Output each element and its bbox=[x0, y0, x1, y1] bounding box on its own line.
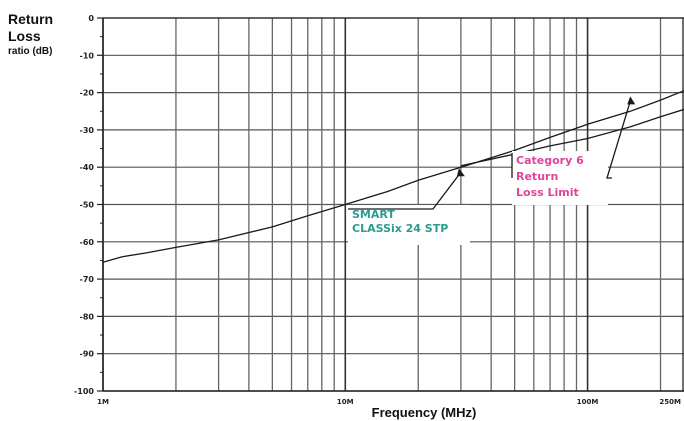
annotation-label: Category 6 bbox=[516, 154, 584, 167]
y-tick-label: -80 bbox=[80, 312, 95, 321]
y-tick-label: -100 bbox=[74, 387, 94, 396]
annotation-bg bbox=[512, 151, 608, 205]
annotation-label: SMART bbox=[352, 208, 395, 221]
annotation-label: CLASSix 24 STP bbox=[352, 222, 448, 235]
x-tick-label: 10M bbox=[337, 398, 354, 406]
series-line bbox=[102, 90, 684, 263]
annotation-bg bbox=[348, 205, 470, 245]
y-axis-title-line1: Return bbox=[8, 11, 54, 27]
annotation-arrowhead bbox=[456, 168, 465, 177]
y-axis-title-line2: Loss bbox=[8, 28, 41, 44]
y-tick-label: -10 bbox=[80, 51, 95, 60]
annotation-leader bbox=[348, 171, 462, 210]
y-tick-label: -20 bbox=[80, 89, 95, 98]
annotation-arrowhead bbox=[627, 96, 636, 105]
y-tick-label: -90 bbox=[80, 350, 95, 359]
x-tick-label: 250M bbox=[659, 398, 681, 406]
y-tick-label: -60 bbox=[80, 238, 95, 247]
y-tick-label: -50 bbox=[80, 201, 95, 210]
x-axis-title: Frequency (MHz) bbox=[372, 405, 477, 420]
x-tick-label: 100M bbox=[577, 398, 599, 406]
x-tick-label: 1M bbox=[97, 398, 109, 406]
y-tick-label: 0 bbox=[88, 14, 94, 23]
annotation-label: Loss Limit bbox=[516, 186, 579, 199]
y-axis-title-line3: ratio (dB) bbox=[8, 46, 53, 57]
y-tick-label: -70 bbox=[80, 275, 95, 284]
annotation-label: Return bbox=[516, 170, 558, 183]
y-tick-label: -30 bbox=[80, 126, 95, 135]
y-tick-label: -40 bbox=[80, 163, 95, 172]
annotation-leader bbox=[606, 101, 631, 179]
